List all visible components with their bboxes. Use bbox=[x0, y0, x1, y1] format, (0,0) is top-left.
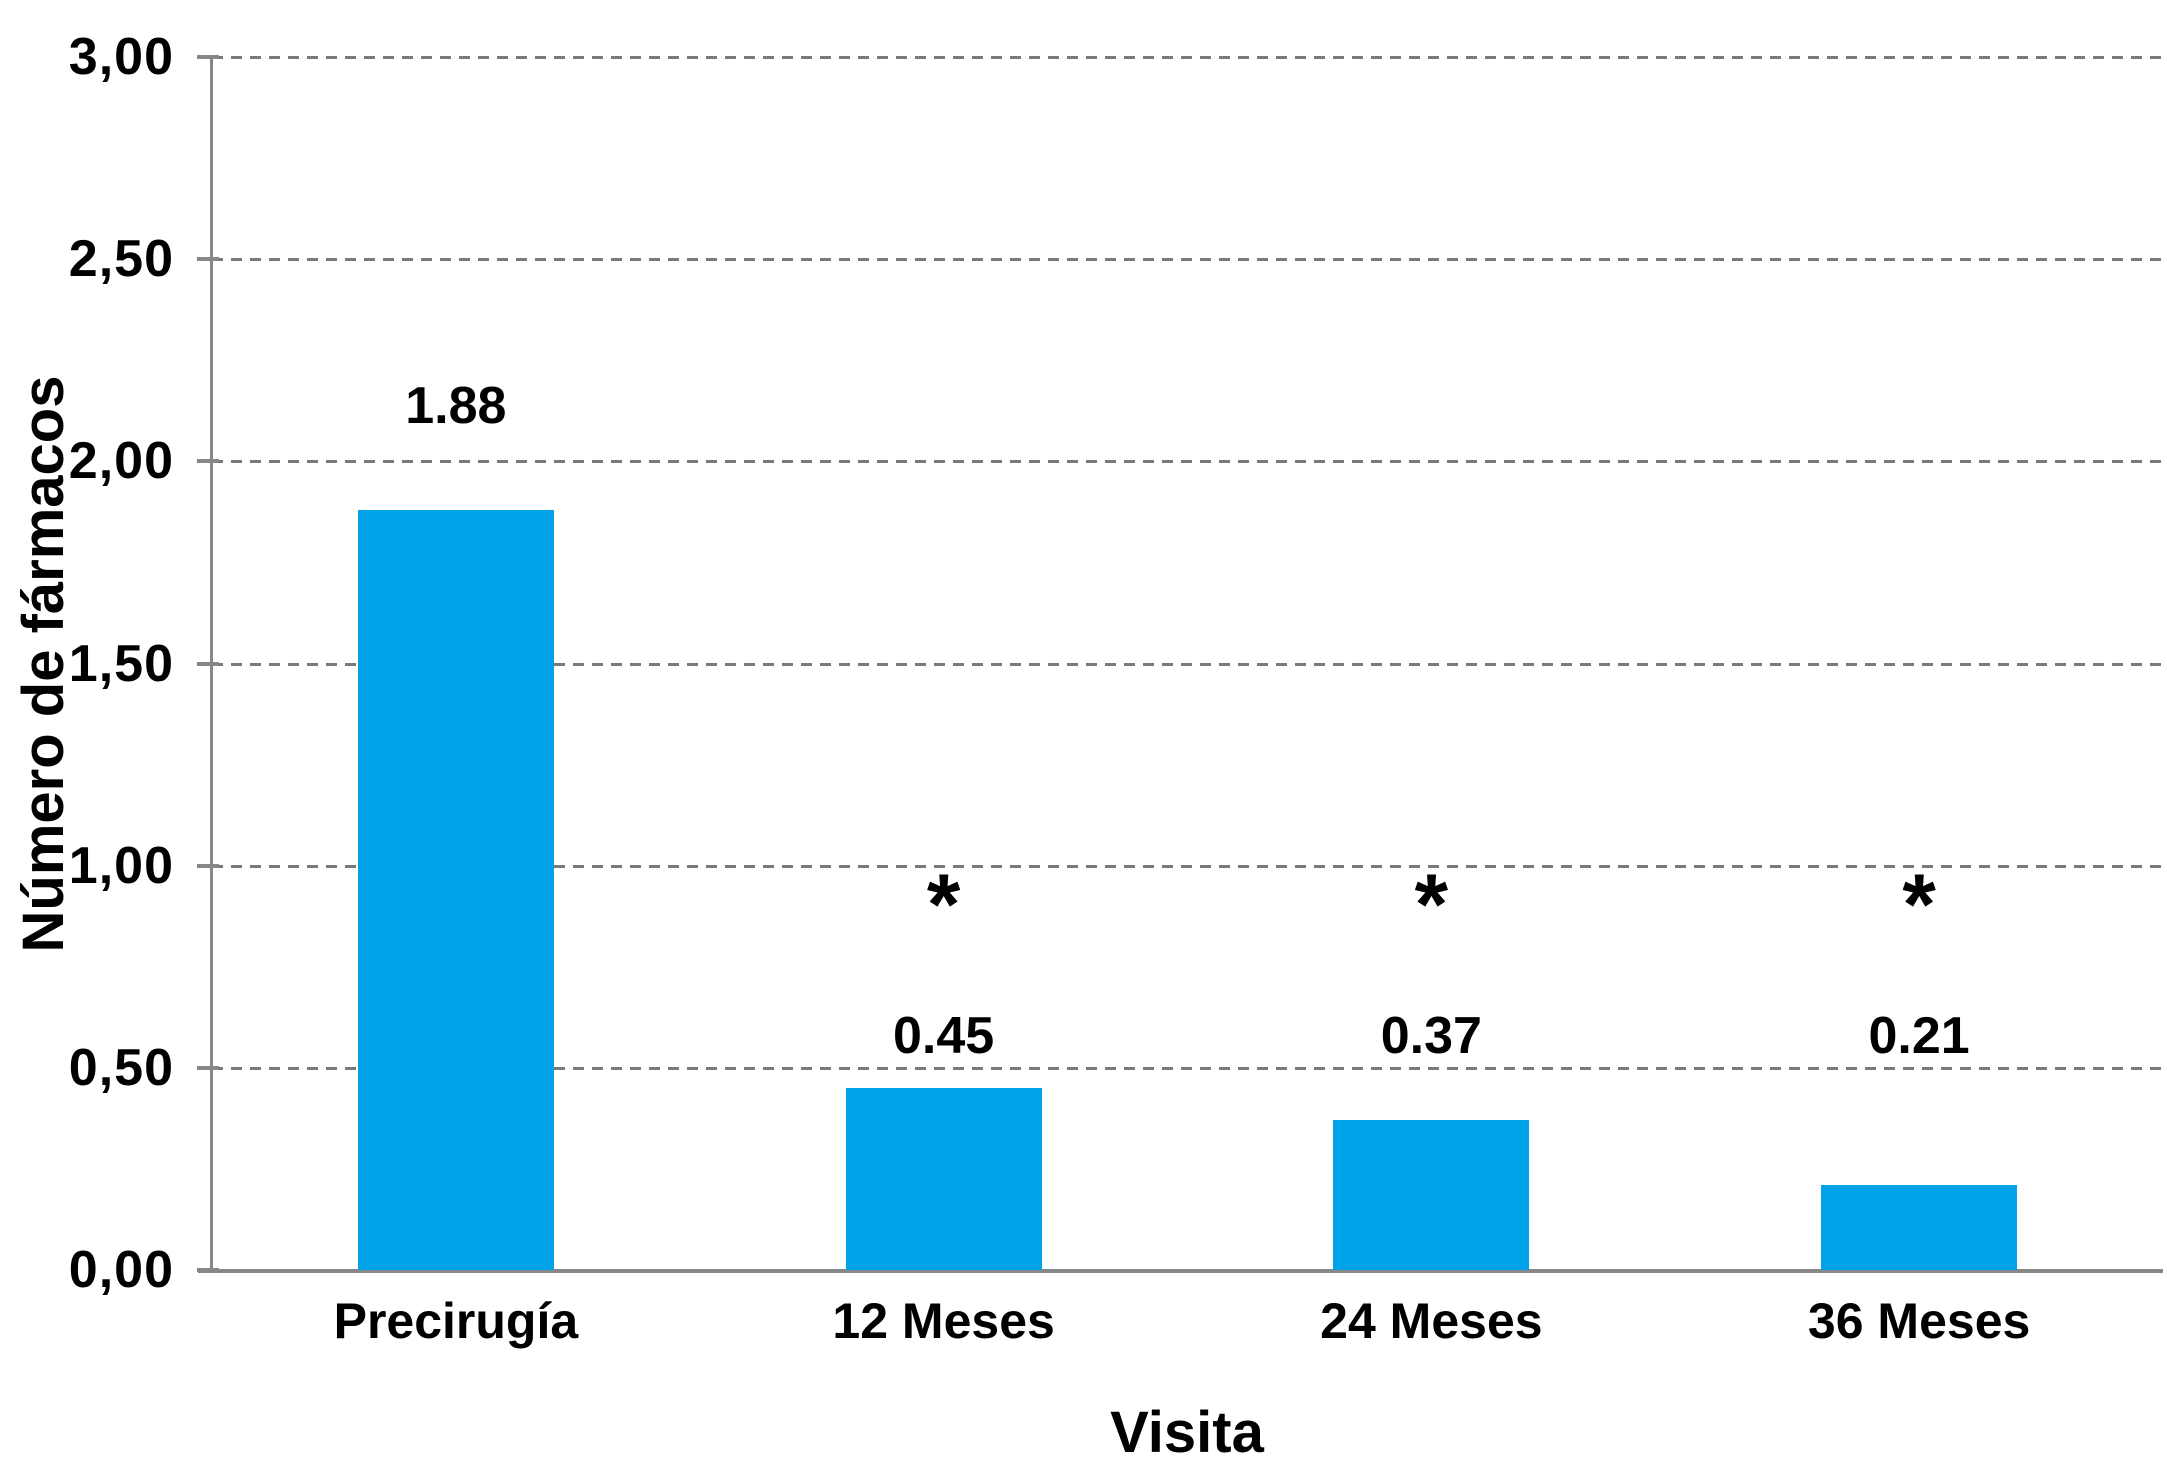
y-tick-label: 2,00 bbox=[68, 432, 174, 491]
significance-asterisk: * bbox=[1902, 857, 1936, 953]
y-tick-label: 1,00 bbox=[68, 836, 174, 895]
bar-12 Meses bbox=[845, 1088, 1042, 1270]
x-axis-baseline bbox=[198, 1269, 2163, 1273]
gridline-1,00 bbox=[212, 864, 2163, 868]
y-tick-label: 0,00 bbox=[68, 1241, 174, 1299]
y-tick-label: 0,50 bbox=[68, 1038, 174, 1097]
gridline-3,00 bbox=[212, 56, 2163, 59]
y-tick-label: 3,00 bbox=[68, 28, 174, 86]
y-tick-mark bbox=[197, 661, 219, 666]
y-tick-mark bbox=[197, 1065, 219, 1070]
gridline-2,50 bbox=[212, 258, 2163, 262]
y-tick-label: 1,50 bbox=[68, 634, 174, 693]
bar-24 Meses bbox=[1333, 1120, 1530, 1270]
x-category-label-24 Meses: 24 Meses bbox=[1320, 1293, 1543, 1349]
y-tick-mark bbox=[197, 55, 219, 59]
x-axis-title: Visita bbox=[1110, 1400, 1264, 1463]
y-tick-mark bbox=[197, 1268, 219, 1272]
bar-36 Meses bbox=[1821, 1185, 2018, 1270]
y-tick-mark bbox=[197, 863, 219, 868]
bar-value-label: 1.88 bbox=[405, 377, 507, 435]
bar-value-label: 0.37 bbox=[1380, 1007, 1482, 1065]
gridline-0,50 bbox=[212, 1066, 2163, 1070]
gridline-2,00 bbox=[212, 460, 2163, 464]
bar-value-label: 0.21 bbox=[1868, 1007, 1970, 1065]
bar-Precirugía bbox=[357, 509, 554, 1270]
bar-value-label: 0.45 bbox=[893, 1007, 995, 1065]
y-tick-mark bbox=[197, 257, 219, 262]
y-tick-label: 2,50 bbox=[68, 230, 174, 289]
significance-asterisk: * bbox=[1414, 857, 1449, 953]
gridline-1,50 bbox=[212, 662, 2163, 666]
y-axis-title: Número de fármacos bbox=[11, 375, 76, 953]
x-category-label-Precirugía: Precirugía bbox=[333, 1293, 579, 1349]
y-tick-mark bbox=[197, 459, 219, 464]
x-category-label-12 Meses: 12 Meses bbox=[832, 1293, 1055, 1349]
significance-asterisk: * bbox=[926, 857, 961, 953]
x-category-label-36 Meses: 36 Meses bbox=[1807, 1293, 2031, 1349]
